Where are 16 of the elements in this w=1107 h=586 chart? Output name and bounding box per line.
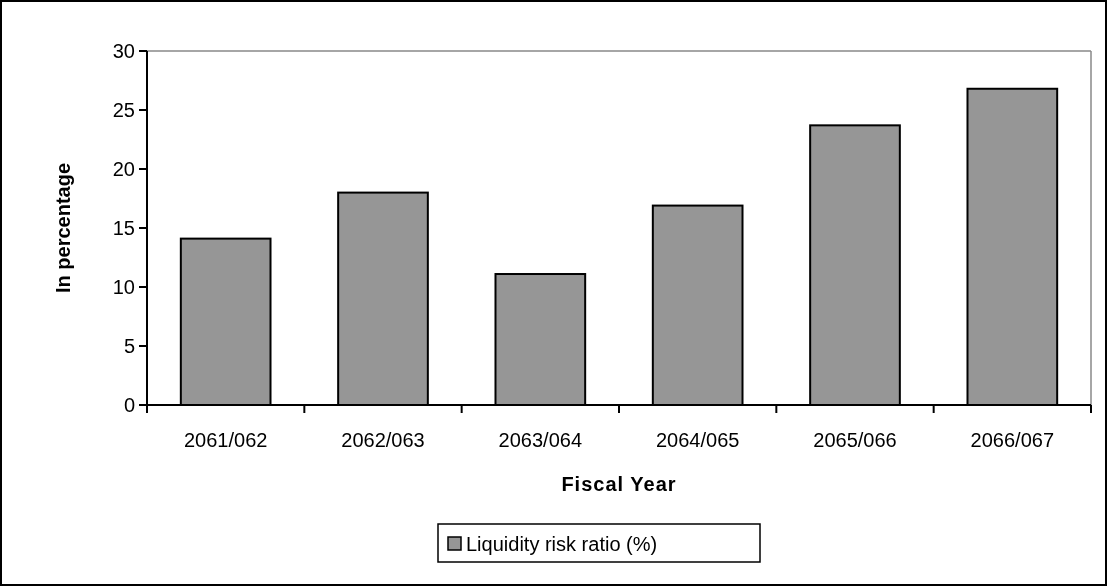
y-tick-label: 15 [112, 217, 135, 239]
legend-label: Liquidity risk ratio (%) [466, 533, 658, 555]
y-tick-label: 20 [112, 158, 135, 180]
y-tick-label: 10 [112, 276, 135, 298]
y-axis-title: In percentage [52, 162, 74, 294]
x-tick-label: 2062/063 [341, 429, 425, 451]
x-tick-label: 2061/062 [183, 429, 268, 451]
y-tick-label: 30 [112, 40, 135, 62]
x-tick-label: 2066/067 [970, 429, 1055, 451]
x-axis-title: Fiscal Year [561, 473, 677, 495]
y-tick-label: 25 [112, 99, 135, 121]
x-tick-label: 2063/064 [498, 429, 583, 451]
y-tick-label: 0 [123, 394, 135, 416]
x-tick-label: 2065/066 [813, 429, 897, 451]
x-tick-label: 2064/065 [655, 429, 740, 451]
y-tick-label: 5 [123, 335, 135, 357]
